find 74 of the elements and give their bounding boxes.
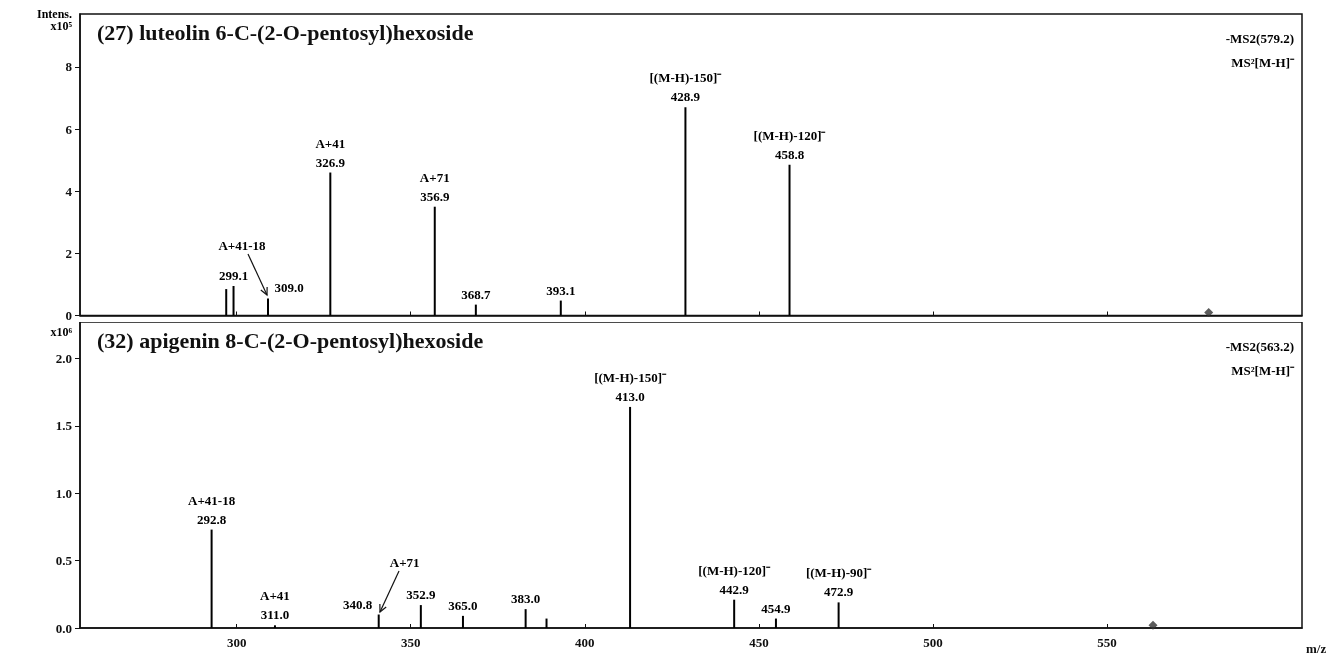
annotation: A+71 xyxy=(389,554,420,570)
x-tick-label: 400 xyxy=(575,635,595,650)
annotation: A+41 xyxy=(315,135,346,151)
annotation: MS²[M-H]⁻ xyxy=(1231,55,1295,70)
bar xyxy=(267,298,269,316)
annotation: 311.0 xyxy=(260,607,290,623)
y-axis-title: x10⁶ xyxy=(50,325,73,339)
annotation: [(M-H)-120]⁻ xyxy=(698,562,772,578)
annotation: 365.0 xyxy=(448,597,478,613)
annotation: A+41 xyxy=(260,588,290,604)
annotation: 326.9 xyxy=(315,154,346,170)
annotation: [(M-H)-120]⁻ xyxy=(753,127,827,143)
x-tick-label: 450 xyxy=(749,635,769,650)
annotation: 458.8 xyxy=(774,146,805,162)
annotation: 340.8 xyxy=(343,596,373,612)
y-tick-label: 1.0 xyxy=(55,485,72,501)
y-tick-label: 0.5 xyxy=(55,553,73,569)
bar xyxy=(232,285,235,316)
y-tick-label: 2 xyxy=(65,245,72,261)
x-tick-label: 300 xyxy=(226,635,247,650)
y-tick-label: 8 xyxy=(65,59,73,75)
bar xyxy=(419,605,422,628)
x-tick-label: 350 xyxy=(400,635,421,650)
annotation: [(M-H)-150]⁻ xyxy=(594,369,667,385)
annotation: 428.9 xyxy=(670,89,701,105)
bar xyxy=(545,618,548,628)
annotation: MS²[M-H]⁻ xyxy=(1231,363,1295,378)
y-axis-title: Intens. x10⁵ xyxy=(36,7,73,33)
bar xyxy=(210,529,213,628)
annotation: 454.9 xyxy=(761,600,792,616)
bar xyxy=(377,614,380,628)
annotation: 356.9 xyxy=(420,188,450,204)
bar xyxy=(524,609,527,628)
bar xyxy=(433,206,436,316)
y-tick-label: 4 xyxy=(65,183,73,199)
y-tick-label: 6 xyxy=(65,121,73,137)
bar xyxy=(474,304,477,316)
annotation: [(M-H)-150]⁻ xyxy=(649,70,723,86)
bar xyxy=(629,406,632,628)
bar xyxy=(788,164,791,316)
x-axis-title: m/z xyxy=(1306,641,1327,656)
annotation: 309.0 xyxy=(274,280,304,296)
y-tick-label: 0.0 xyxy=(55,620,72,636)
bar xyxy=(559,300,562,316)
annotation: 413.0 xyxy=(615,388,645,404)
y-tick-label: 0 xyxy=(65,308,72,323)
x-tick-label: 550 xyxy=(1097,635,1117,650)
bar xyxy=(684,107,687,316)
bar xyxy=(225,289,228,316)
bar xyxy=(273,625,276,628)
annotation: -MS2(563.2) xyxy=(1225,339,1294,354)
chart-title: (27) luteolin 6-C-(2-O-pentosyl)hexoside xyxy=(97,19,474,45)
annotation: A+41-18 xyxy=(188,492,236,508)
annotation: [(M-H)-90]⁻ xyxy=(805,565,873,581)
annotation: A+41-18 xyxy=(218,238,267,254)
x-tick-label: 500 xyxy=(923,635,943,650)
bar xyxy=(329,172,332,316)
bar xyxy=(837,602,840,628)
y-tick-label: 2.0 xyxy=(55,350,72,366)
bar xyxy=(733,599,736,628)
annotation: 292.8 xyxy=(196,511,227,527)
annotation: -MS2(579.2) xyxy=(1225,31,1294,46)
annotation: 368.7 xyxy=(461,286,491,302)
y-tick-label: 1.5 xyxy=(55,418,73,434)
annotation: 442.9 xyxy=(719,581,750,597)
annotation: A+71 xyxy=(419,169,450,185)
annotation: 472.9 xyxy=(823,584,854,600)
annotation: 299.1 xyxy=(218,267,249,283)
annotation: 393.1 xyxy=(546,282,576,298)
annotation: 383.0 xyxy=(511,591,541,607)
bar xyxy=(774,618,777,628)
chart-title: (32) apigenin 8-C-(2-O-pentosyl)hexoside xyxy=(97,327,484,353)
bar xyxy=(461,615,464,628)
annotation: 352.9 xyxy=(406,587,436,603)
